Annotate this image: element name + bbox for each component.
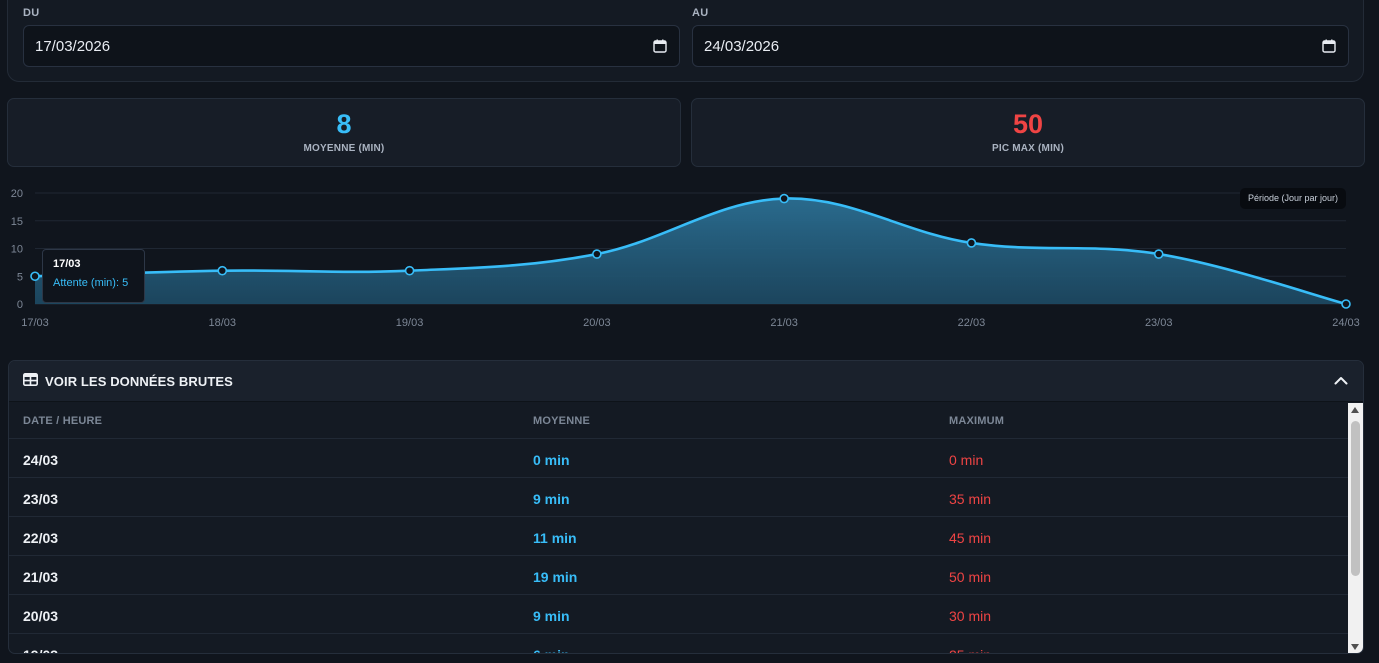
row-date: 19/03 (23, 647, 58, 653)
scrollbar-thumb[interactable] (1351, 421, 1360, 576)
row-maximum: 25 min (949, 647, 991, 653)
data-point (30, 271, 40, 282)
data-point (592, 249, 602, 259)
series-line (34, 197, 1347, 306)
chevron-up-icon[interactable] (1334, 372, 1348, 390)
average-stat-card: 8 MOYENNE (MIN) (7, 98, 681, 167)
x-tick-label: 22/03 (958, 317, 986, 329)
from-date-input[interactable]: 17/03/2026 (23, 25, 680, 67)
chart-tooltip: 17/03 Attente (min): 5 (42, 249, 145, 303)
row-average: 11 min (533, 530, 577, 546)
table-row: 21/03 19 min 50 min (9, 556, 1350, 595)
column-header-maximum[interactable]: MAXIMUM (949, 415, 1005, 427)
scroll-down-arrow-icon[interactable] (1351, 644, 1359, 650)
data-point (966, 238, 977, 248)
data-point (217, 265, 228, 276)
average-label: MOYENNE (MIN) (303, 143, 385, 154)
x-tick-label: 24/03 (1332, 317, 1360, 329)
x-tick-label: 17/03 (21, 317, 49, 329)
tooltip-title: 17/03 (53, 258, 81, 270)
average-value: 8 (336, 109, 352, 139)
row-average: 9 min (533, 608, 570, 624)
row-date: 21/03 (23, 569, 59, 585)
wait-time-chart: 0 5 10 15 20 17/03 18/03 19/03 20/03 21/03 22/03 23… (0, 180, 1379, 335)
peak-label: PIC MAX (MIN) (991, 143, 1065, 154)
calendar-icon[interactable] (1322, 39, 1336, 53)
table-row: 22/03 11 min 45 min (9, 517, 1350, 556)
x-tick-label: 19/03 (396, 317, 424, 329)
row-maximum: 0 min (949, 452, 984, 468)
calendar-icon[interactable] (653, 39, 667, 53)
row-maximum: 50 min (949, 569, 992, 585)
peak-stat-card: 50 PIC MAX (MIN) (691, 98, 1365, 167)
row-date: 20/03 (23, 608, 59, 624)
data-point (1153, 249, 1164, 259)
data-point (404, 265, 415, 276)
table-row: 19/03 6 min 25 min (9, 634, 1350, 653)
raw-data-title-wrap: VOIR LES DONNÉES BRUTES (23, 373, 233, 389)
raw-data-table: DATE / HEURE MOYENNE MAXIMUM 24/03 0 min 0… (9, 403, 1350, 653)
data-point (1341, 299, 1351, 309)
table-scrollbar[interactable] (1348, 403, 1363, 653)
row-average: 9 min (533, 491, 570, 507)
row-average: 19 min (533, 569, 578, 585)
y-tick-label: 10 (11, 244, 23, 256)
chart-legend[interactable]: Période (Jour par jour) (1240, 188, 1347, 209)
from-date-value: 17/03/2026 (35, 37, 111, 55)
x-tick-label: 18/03 (209, 317, 237, 329)
scroll-up-arrow-icon[interactable] (1351, 407, 1359, 413)
to-date-input[interactable]: 24/03/2026 (692, 25, 1349, 67)
row-maximum: 35 min (949, 491, 992, 507)
row-maximum: 30 min (949, 608, 992, 624)
data-point (779, 193, 789, 204)
table-row: 23/03 9 min 35 min (9, 478, 1350, 517)
table-row: 20/03 9 min 30 min (9, 595, 1350, 634)
y-tick-label: 15 (11, 216, 23, 228)
column-header-average[interactable]: MOYENNE (533, 415, 591, 427)
y-tick-label: 0 (17, 299, 23, 311)
raw-data-panel: VOIR LES DONNÉES BRUTES DATE / HEURE MOY… (8, 360, 1364, 654)
row-date: 23/03 (23, 491, 59, 507)
row-maximum: 45 min (949, 530, 992, 546)
row-date: 22/03 (23, 530, 59, 546)
to-date-value: 24/03/2026 (704, 37, 780, 55)
to-label: AU (692, 7, 709, 19)
table-row: 24/03 0 min 0 min (9, 439, 1350, 478)
y-tick-label: 20 (11, 188, 23, 200)
area-fill (35, 198, 1346, 304)
column-header-date[interactable]: DATE / HEURE (23, 415, 103, 427)
x-tick-label: 20/03 (583, 317, 611, 329)
y-tick-label: 5 (17, 271, 23, 283)
row-average: 6 min (533, 647, 570, 653)
tooltip-value: Attente (min): 5 (53, 277, 129, 289)
x-tick-label: 21/03 (770, 317, 798, 329)
x-tick-label: 23/03 (1145, 317, 1173, 329)
raw-data-toggle[interactable]: VOIR LES DONNÉES BRUTES (9, 361, 1363, 402)
chart-svg: 0 5 10 15 20 17/03 18/03 19/03 20/03 21/03 22/03 23… (11, 188, 1360, 329)
from-label: DU (23, 7, 40, 19)
row-date: 24/03 (23, 452, 59, 468)
table-icon (23, 373, 38, 389)
raw-data-title: VOIR LES DONNÉES BRUTES (45, 373, 233, 389)
peak-value: 50 (1012, 109, 1044, 139)
table-header-row: DATE / HEURE MOYENNE MAXIMUM (9, 403, 1350, 439)
row-average: 0 min (533, 452, 570, 468)
